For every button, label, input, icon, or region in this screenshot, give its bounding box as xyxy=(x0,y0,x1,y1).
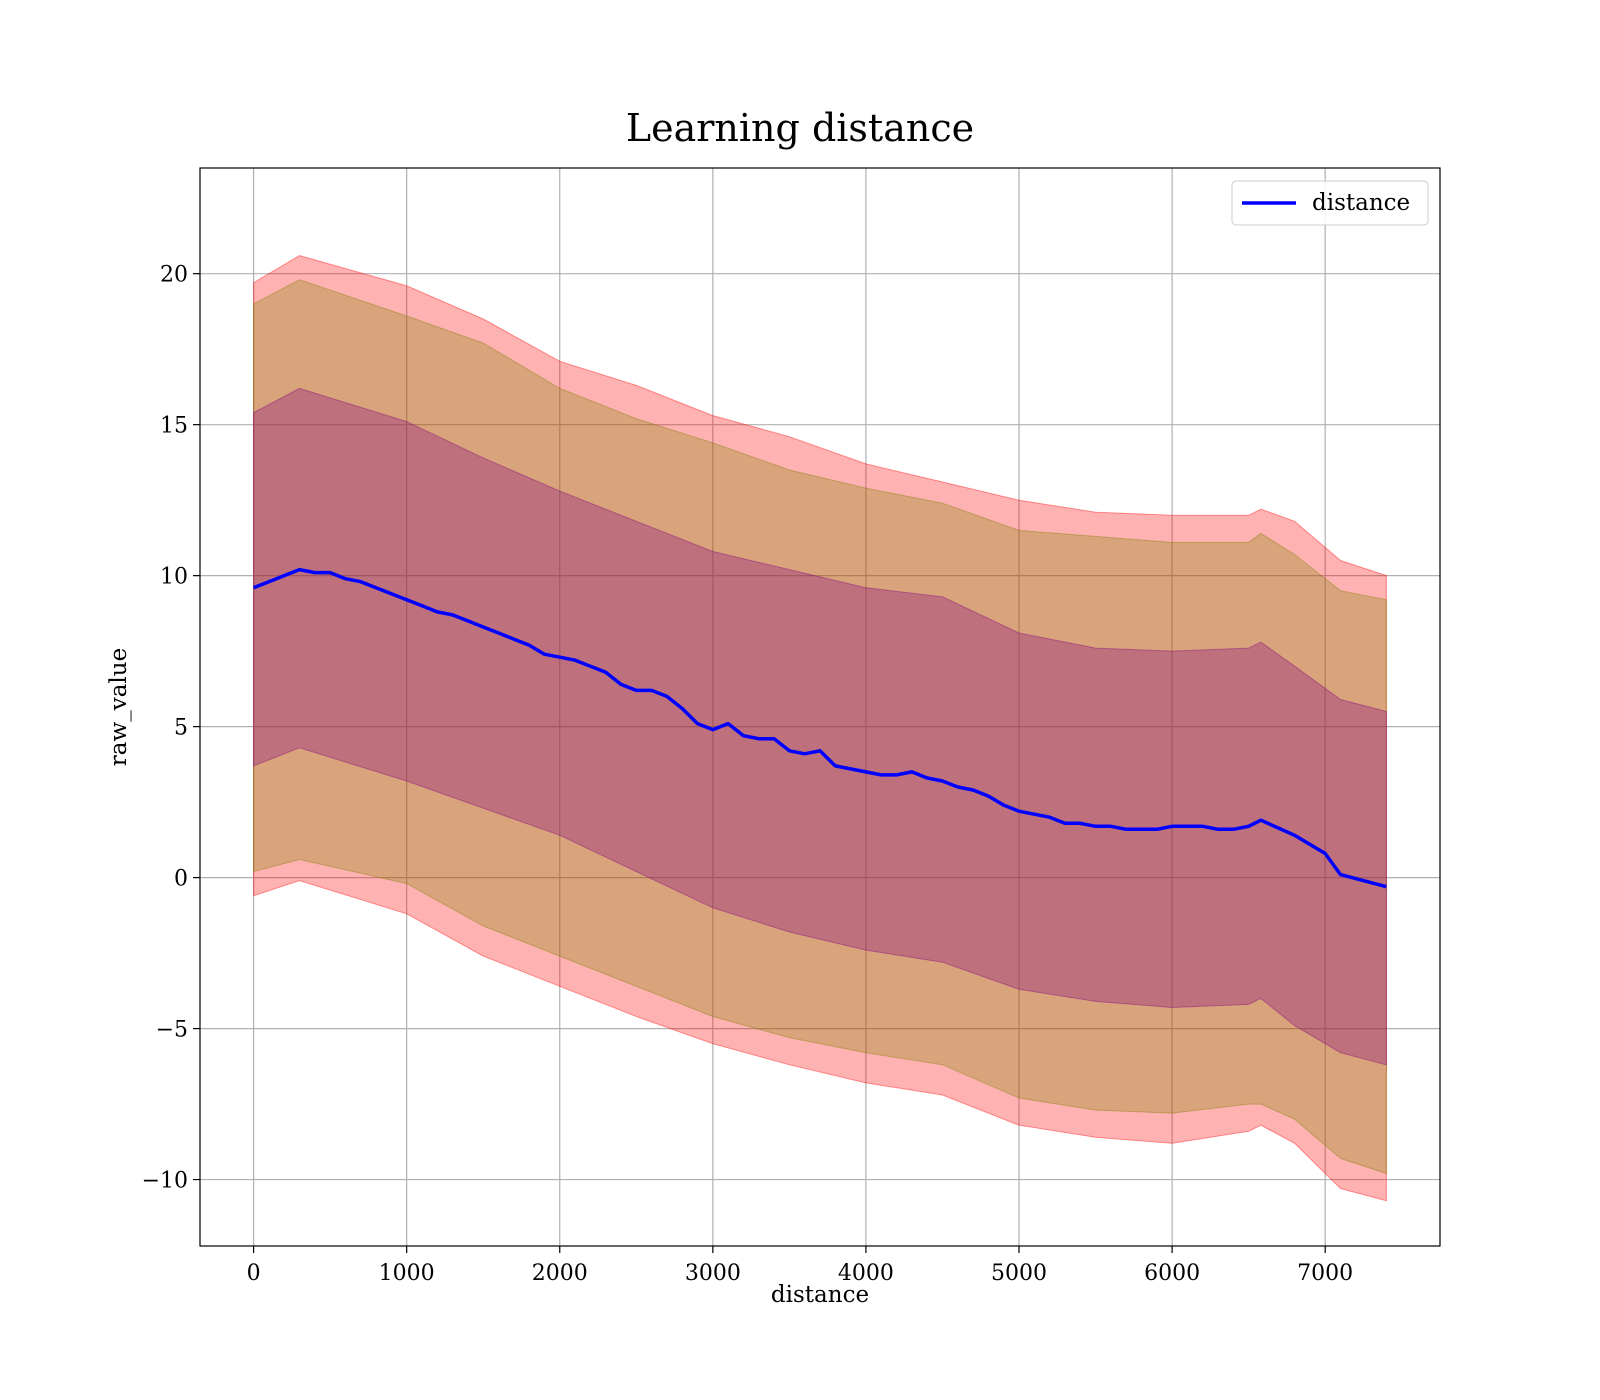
series-line-distance xyxy=(252,567,1387,889)
confidence-band-2 xyxy=(253,387,1387,1066)
grid xyxy=(200,168,1440,1246)
x-tick-label: 3000 xyxy=(685,1261,741,1286)
y-tick-label: 10 xyxy=(160,565,188,590)
x-tick-label: 2000 xyxy=(532,1261,588,1286)
y-axis-label: raw_value xyxy=(106,648,132,766)
plot-frame xyxy=(199,167,1441,1247)
x-ticks: 0 1000 2000 3000 4000 5000 6000 7000 xyxy=(247,1246,1353,1286)
y-tick-label: 5 xyxy=(174,716,188,741)
x-axis-label: distance xyxy=(771,1282,869,1308)
confidence-band-1 xyxy=(253,279,1387,1175)
chart-title: Learning distance xyxy=(626,106,974,150)
x-tick-label: 1000 xyxy=(379,1261,435,1286)
y-tick-label: 15 xyxy=(160,414,188,439)
legend-label: distance xyxy=(1312,190,1410,216)
x-tick-label: 4000 xyxy=(838,1261,894,1286)
legend: distance xyxy=(1231,180,1429,226)
y-tick-label: −5 xyxy=(156,1018,188,1043)
legend-box xyxy=(1231,180,1429,226)
y-tick-label: 20 xyxy=(160,263,188,288)
confidence-band-0 xyxy=(253,255,1387,1202)
x-tick-label: 7000 xyxy=(1297,1261,1353,1286)
y-tick-label: −10 xyxy=(142,1169,188,1194)
y-ticks: −10 −5 0 5 10 15 20 xyxy=(142,263,200,1194)
y-tick-label: 0 xyxy=(174,867,188,892)
series xyxy=(252,567,1387,889)
x-tick-label: 0 xyxy=(247,1261,261,1286)
x-tick-label: 5000 xyxy=(991,1261,1047,1286)
x-tick-label: 6000 xyxy=(1144,1261,1200,1286)
bands xyxy=(253,255,1387,1202)
